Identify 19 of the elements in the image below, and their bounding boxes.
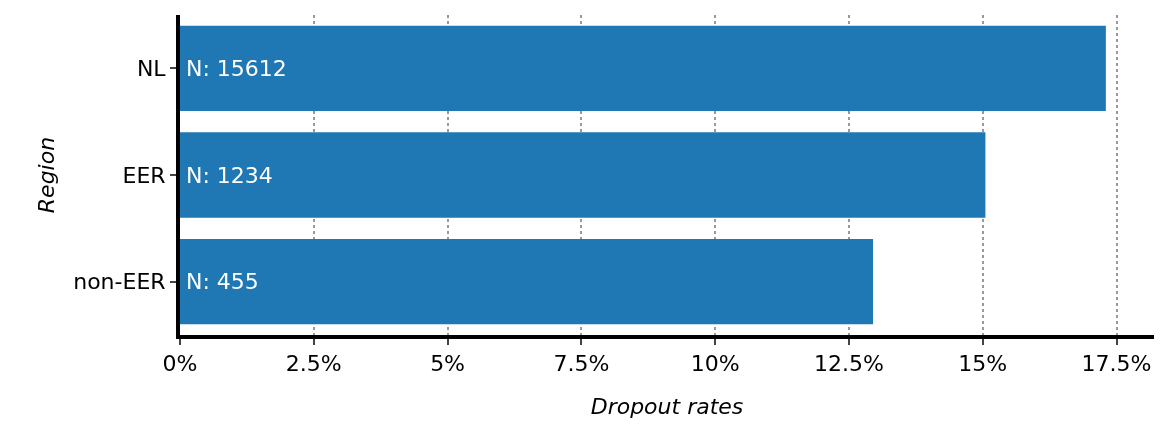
x-tick-label: 7.5% — [553, 351, 610, 377]
x-tick-label: 0% — [162, 351, 198, 377]
annotation: N: 15612 — [186, 56, 287, 81]
bar — [180, 132, 986, 218]
x-tick-label: 5% — [430, 351, 466, 377]
annotation: N: 1234 — [186, 163, 273, 188]
y-tick-label: NL — [136, 56, 167, 82]
y-axis-title: Region — [33, 136, 59, 214]
bar — [180, 239, 874, 325]
x-axis-title: Dropout rates — [590, 394, 744, 419]
x-tick-label: 17.5% — [1081, 351, 1152, 377]
x-tick-label: 15% — [958, 351, 1008, 377]
y-tick-label: non-EER — [73, 269, 166, 295]
x-tick-label: 2.5% — [285, 351, 342, 377]
y-tick-label: EER — [122, 162, 166, 188]
annotation: N: 455 — [186, 269, 259, 294]
x-tick-label: 10% — [690, 351, 740, 377]
x-tick-label: 12.5% — [814, 351, 884, 377]
bar — [180, 25, 1106, 111]
